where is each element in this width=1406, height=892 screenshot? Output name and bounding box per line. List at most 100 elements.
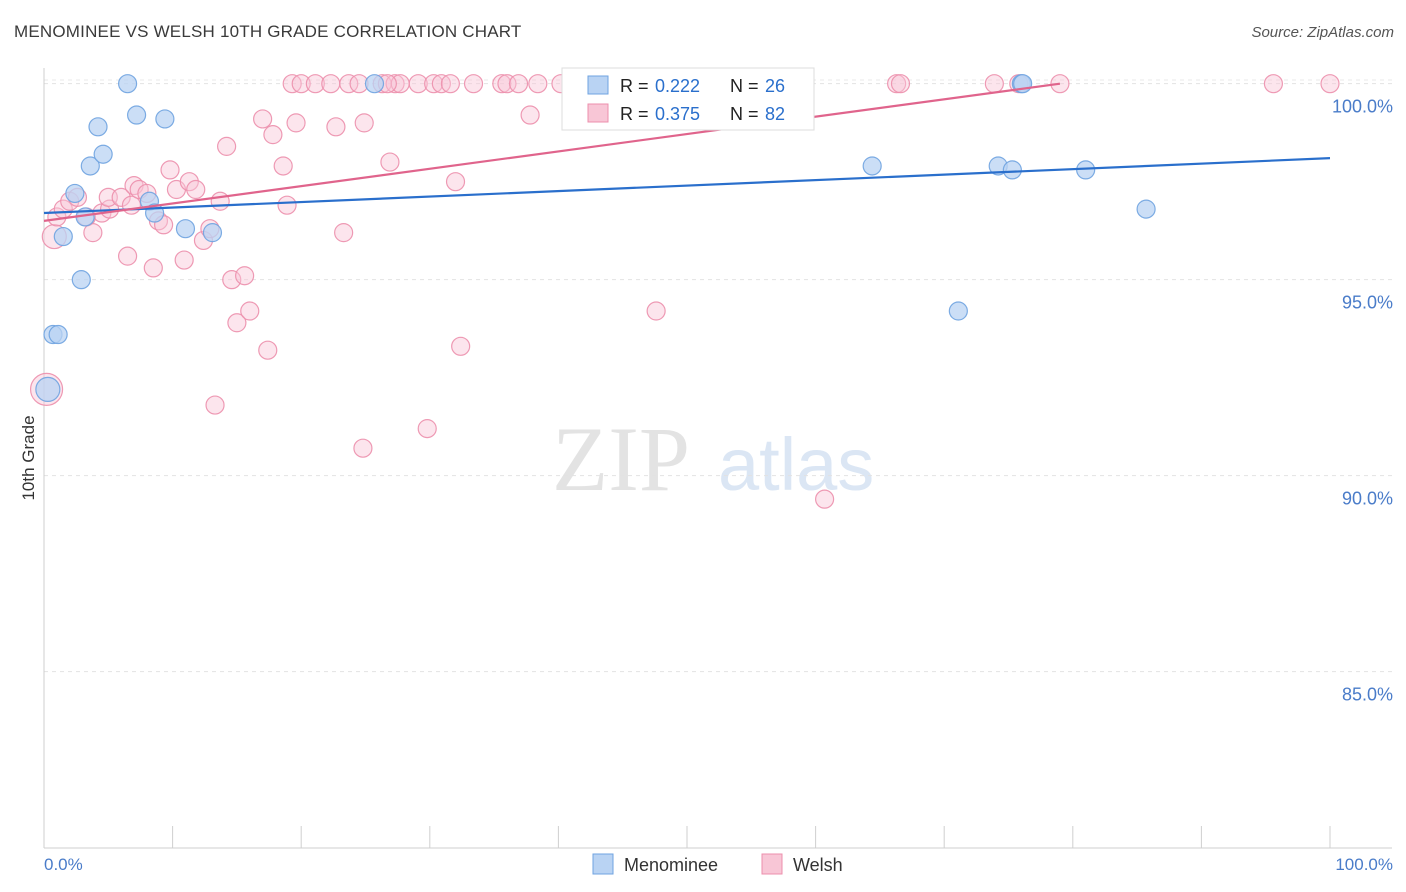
welsh-point-40	[291, 74, 311, 94]
welsh-point-38	[277, 195, 297, 215]
x-tick-label-min: 0.0%	[44, 855, 83, 874]
welsh-point-60	[451, 336, 471, 356]
menominee-point-3	[53, 226, 73, 247]
stats-swatch-welsh	[587, 103, 609, 123]
welsh-point-44	[326, 117, 346, 137]
welsh-point-17	[143, 258, 163, 278]
welsh-point-65	[520, 105, 540, 125]
welsh-point-43	[321, 74, 341, 94]
y-tick-label-100: 100.0%	[1332, 97, 1393, 117]
welsh-point-12	[117, 246, 138, 266]
stats-r-value-menominee: 0.222	[655, 76, 700, 96]
welsh-point-80	[1320, 74, 1340, 94]
legend-label-welsh: Welsh	[793, 855, 843, 875]
menominee-point-4	[65, 183, 85, 204]
menominee-point-14	[155, 109, 175, 129]
welsh-point-23	[179, 172, 199, 192]
menominee-point-16	[202, 223, 223, 243]
welsh-point-49	[353, 438, 373, 458]
welsh-point-56	[424, 74, 444, 94]
welsh-point-59	[445, 172, 466, 192]
welsh-point-46	[339, 74, 359, 94]
welsh-point-66	[528, 74, 548, 94]
welsh-point-37	[273, 156, 293, 176]
welsh-point-79	[1263, 74, 1284, 94]
stats-r-label-menominee: R =	[620, 76, 649, 96]
welsh-point-73	[815, 489, 835, 509]
stats-n-label-welsh: N =	[730, 104, 759, 124]
menominee-point-9	[93, 144, 113, 164]
menominee-point-18	[862, 156, 882, 176]
welsh-point-45	[334, 223, 354, 243]
menominee-point-21	[1002, 160, 1022, 180]
chart-title: MENOMINEE VS WELSH 10TH GRADE CORRELATIO…	[14, 22, 522, 41]
welsh-point-62	[492, 74, 512, 94]
welsh-point-28	[210, 191, 230, 211]
menominee-point-5	[71, 270, 91, 290]
welsh-point-27	[205, 395, 225, 415]
welsh-point-71	[646, 301, 666, 321]
stats-r-label-welsh: R =	[620, 104, 649, 124]
y-axis-label: 10th Grade	[19, 415, 38, 500]
watermark: ZIP atlas	[552, 408, 874, 510]
welsh-point-54	[408, 74, 428, 94]
welsh-point-51	[380, 152, 400, 172]
menominee-point-17	[364, 74, 385, 94]
menominee-point-24	[1136, 199, 1156, 219]
welsh-point-33	[240, 301, 260, 321]
stats-n-value-welsh: 82	[765, 104, 785, 124]
welsh-point-34	[253, 109, 273, 129]
grid-lines	[44, 79, 1392, 673]
menominee-point-7	[80, 156, 100, 176]
welsh-point-42	[305, 74, 325, 94]
x-ticks	[43, 826, 1331, 848]
welsh-point-7	[83, 223, 103, 243]
stats-swatch-menominee	[587, 75, 609, 95]
watermark-atlas: atlas	[718, 423, 874, 506]
welsh-point-58	[440, 74, 460, 94]
welsh-point-35	[258, 340, 278, 360]
y-tick-label-90: 90.0%	[1342, 489, 1393, 509]
bottom-legend: Menominee Welsh	[592, 853, 843, 875]
legend-label-menominee: Menominee	[624, 855, 718, 875]
welsh-point-30	[222, 270, 242, 290]
menominee-point-8	[88, 117, 108, 137]
menominee-point-19	[948, 301, 968, 321]
stats-r-value-welsh: 0.375	[655, 104, 700, 124]
source-label: Source: ZipAtlas.com	[1251, 24, 1394, 41]
welsh-point-11	[111, 187, 131, 207]
y-tick-labels: 85.0% 90.0% 95.0% 100.0%	[1332, 97, 1393, 705]
menominee-point-11	[126, 105, 147, 125]
stats-n-label-menominee: N =	[730, 76, 759, 96]
stats-n-value-menominee: 26	[765, 76, 785, 96]
welsh-point-31	[227, 313, 247, 333]
legend-swatch-welsh	[761, 853, 783, 875]
menominee-trend-line	[43, 157, 1331, 215]
welsh-point-52	[385, 74, 405, 94]
welsh-point-63	[497, 74, 517, 94]
welsh-point-36	[263, 125, 283, 145]
stats-legend: R = 0.222 N = 26 R = 0.375 N = 82	[561, 67, 815, 131]
welsh-point-76	[984, 74, 1004, 94]
welsh-point-32	[235, 266, 255, 286]
trend-lines	[43, 82, 1331, 222]
welsh-point-20	[160, 160, 180, 180]
welsh-point-41	[286, 113, 306, 133]
welsh-point-24	[186, 179, 206, 200]
x-tick-label-max: 100.0%	[1335, 855, 1393, 874]
menominee-point-10	[117, 74, 138, 94]
welsh-point-61	[463, 74, 484, 94]
y-tick-label-85: 85.0%	[1342, 685, 1393, 705]
welsh-point-64	[508, 74, 529, 94]
welsh-point-48	[354, 113, 374, 133]
watermark-zip: ZIP	[552, 408, 690, 510]
menominee-point-2	[48, 324, 68, 345]
welsh-point-29	[217, 136, 237, 156]
welsh-point-75	[890, 74, 911, 94]
y-tick-label-95: 95.0%	[1342, 293, 1393, 313]
welsh-trend-line	[43, 82, 1061, 222]
legend-swatch-menominee	[592, 853, 614, 875]
welsh-point-55	[417, 419, 437, 439]
axes	[43, 68, 1392, 849]
